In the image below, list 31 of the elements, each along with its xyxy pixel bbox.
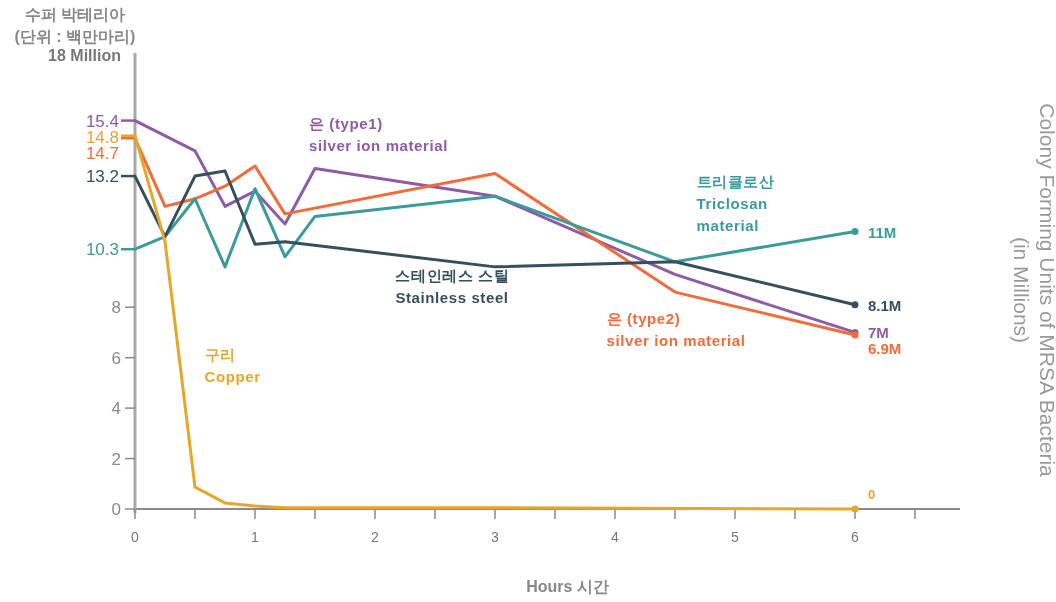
y-tick-label: 2 [111, 449, 121, 469]
y2-axis-title: Colony Forming Units of MRSA Bacteria (in Millions) [1010, 103, 1056, 478]
x-tick-label: 2 [371, 529, 380, 545]
series-label: 은 (type1) silver ion material [309, 115, 448, 155]
point [851, 228, 859, 236]
series-label: 트리클로산 Triclosan material [696, 173, 775, 235]
data-label: 10.3 [85, 240, 119, 260]
x-tick-label: 4 [611, 529, 620, 545]
y-tick-label: 0 [111, 500, 121, 519]
x-tick-label: 0 [131, 529, 140, 545]
x-tick-label: 5 [731, 529, 740, 545]
x-axis-title: Hours 시간 [526, 578, 609, 595]
point [851, 505, 859, 513]
x-tick-label: 1 [251, 529, 260, 545]
series-label: 은 (type2) silver ion material [606, 309, 746, 349]
x-tick-label: 3 [491, 529, 500, 545]
y-axis-title: 수퍼 박테리아 (단위 : 백만마리) [14, 6, 136, 45]
data-label: 13.2 [85, 167, 119, 187]
data-label: 8.1M [868, 296, 902, 314]
point [851, 301, 859, 309]
data-label: 11M [868, 223, 897, 241]
y-tick-label: 6 [111, 348, 121, 368]
x-tick-label: 6 [851, 529, 860, 545]
data-label: 6.9M [868, 340, 902, 358]
series-label: 스테인레스 스틸 Stainless steel [395, 266, 510, 306]
data-label: 0 [868, 487, 876, 502]
series-label: 구리 Copper [204, 346, 261, 386]
y-tick-label: 18 Million [48, 47, 121, 64]
y-tick-label: 8 [111, 298, 121, 318]
y-tick-label: 4 [111, 399, 121, 419]
data-label: 7M [868, 324, 889, 342]
